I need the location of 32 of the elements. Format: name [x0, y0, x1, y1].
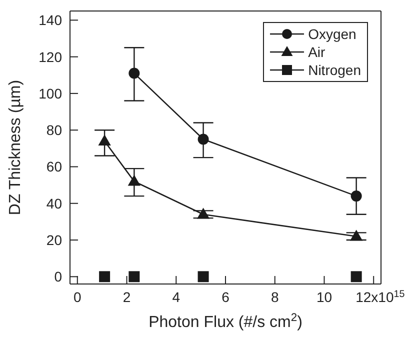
y-tick-label: 20	[46, 232, 62, 248]
point	[198, 134, 209, 145]
y-tick-label: 40	[46, 195, 62, 212]
x-tick-label: 4	[172, 289, 180, 305]
x-axis-title: Photon Flux (#/s cm$^{2}$)	[148, 312, 302, 331]
point	[98, 134, 111, 146]
y-tick-label: 0	[54, 268, 62, 285]
y-tick-label: 140	[38, 12, 62, 28]
point	[196, 208, 210, 219]
point	[128, 271, 140, 282]
y-tick-label: 60	[46, 158, 62, 175]
point	[198, 271, 209, 282]
x-tick-label: 8	[270, 289, 279, 305]
y-tick-label: 120	[38, 48, 62, 65]
legend-label: Air	[308, 44, 326, 60]
y-tick-label: 100	[38, 85, 62, 102]
y-tick-label: 80	[46, 122, 62, 138]
point	[128, 68, 140, 79]
point	[99, 271, 110, 282]
x-tick-label: 2	[122, 289, 131, 305]
legend-label: Oxygen	[308, 26, 356, 42]
y-axis-title: DZ Thickness (µm)	[7, 80, 24, 216]
legend-label: Nitrogen	[308, 62, 361, 78]
text: x10$^{15}$	[371, 288, 406, 305]
point	[350, 190, 362, 202]
point	[350, 271, 362, 282]
x-tick-label: 12	[356, 289, 372, 305]
x-tick-label: 6	[222, 289, 230, 305]
x-tick-label: 0	[74, 289, 82, 305]
point	[350, 230, 363, 241]
x-tick-label: 10	[316, 289, 332, 305]
point	[128, 174, 140, 186]
